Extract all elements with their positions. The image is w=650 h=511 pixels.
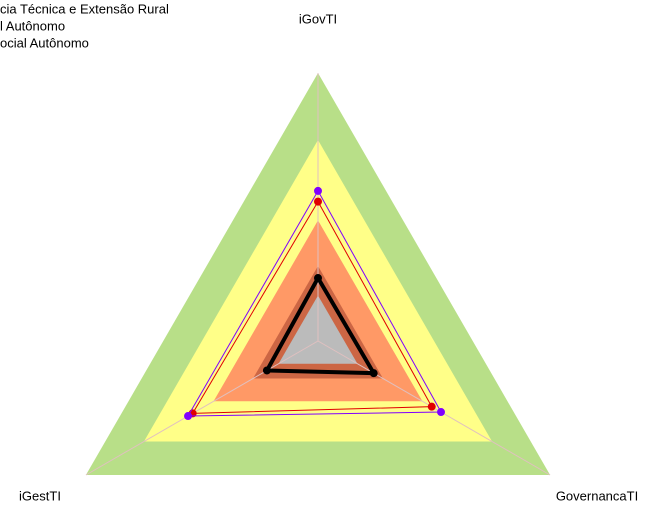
point — [437, 408, 446, 417]
point — [369, 369, 378, 378]
legend-label: ocial Autônomo — [0, 35, 89, 50]
axis-label: GovernancaTI — [556, 488, 638, 503]
series-line — [187, 189, 442, 417]
point — [314, 186, 322, 195]
point — [262, 366, 271, 375]
legend-label: l Autônomo — [0, 18, 65, 33]
point — [184, 412, 193, 421]
axis-label: iGovTI — [299, 11, 337, 26]
legend-label: cia Técnica e Extensão Rural — [0, 1, 169, 16]
axis-label: iGestTI — [19, 488, 61, 503]
point — [314, 274, 322, 283]
point — [314, 197, 322, 206]
spoke — [85, 340, 319, 476]
series-line — [263, 273, 378, 376]
point — [427, 402, 436, 411]
series-line — [191, 200, 433, 414]
